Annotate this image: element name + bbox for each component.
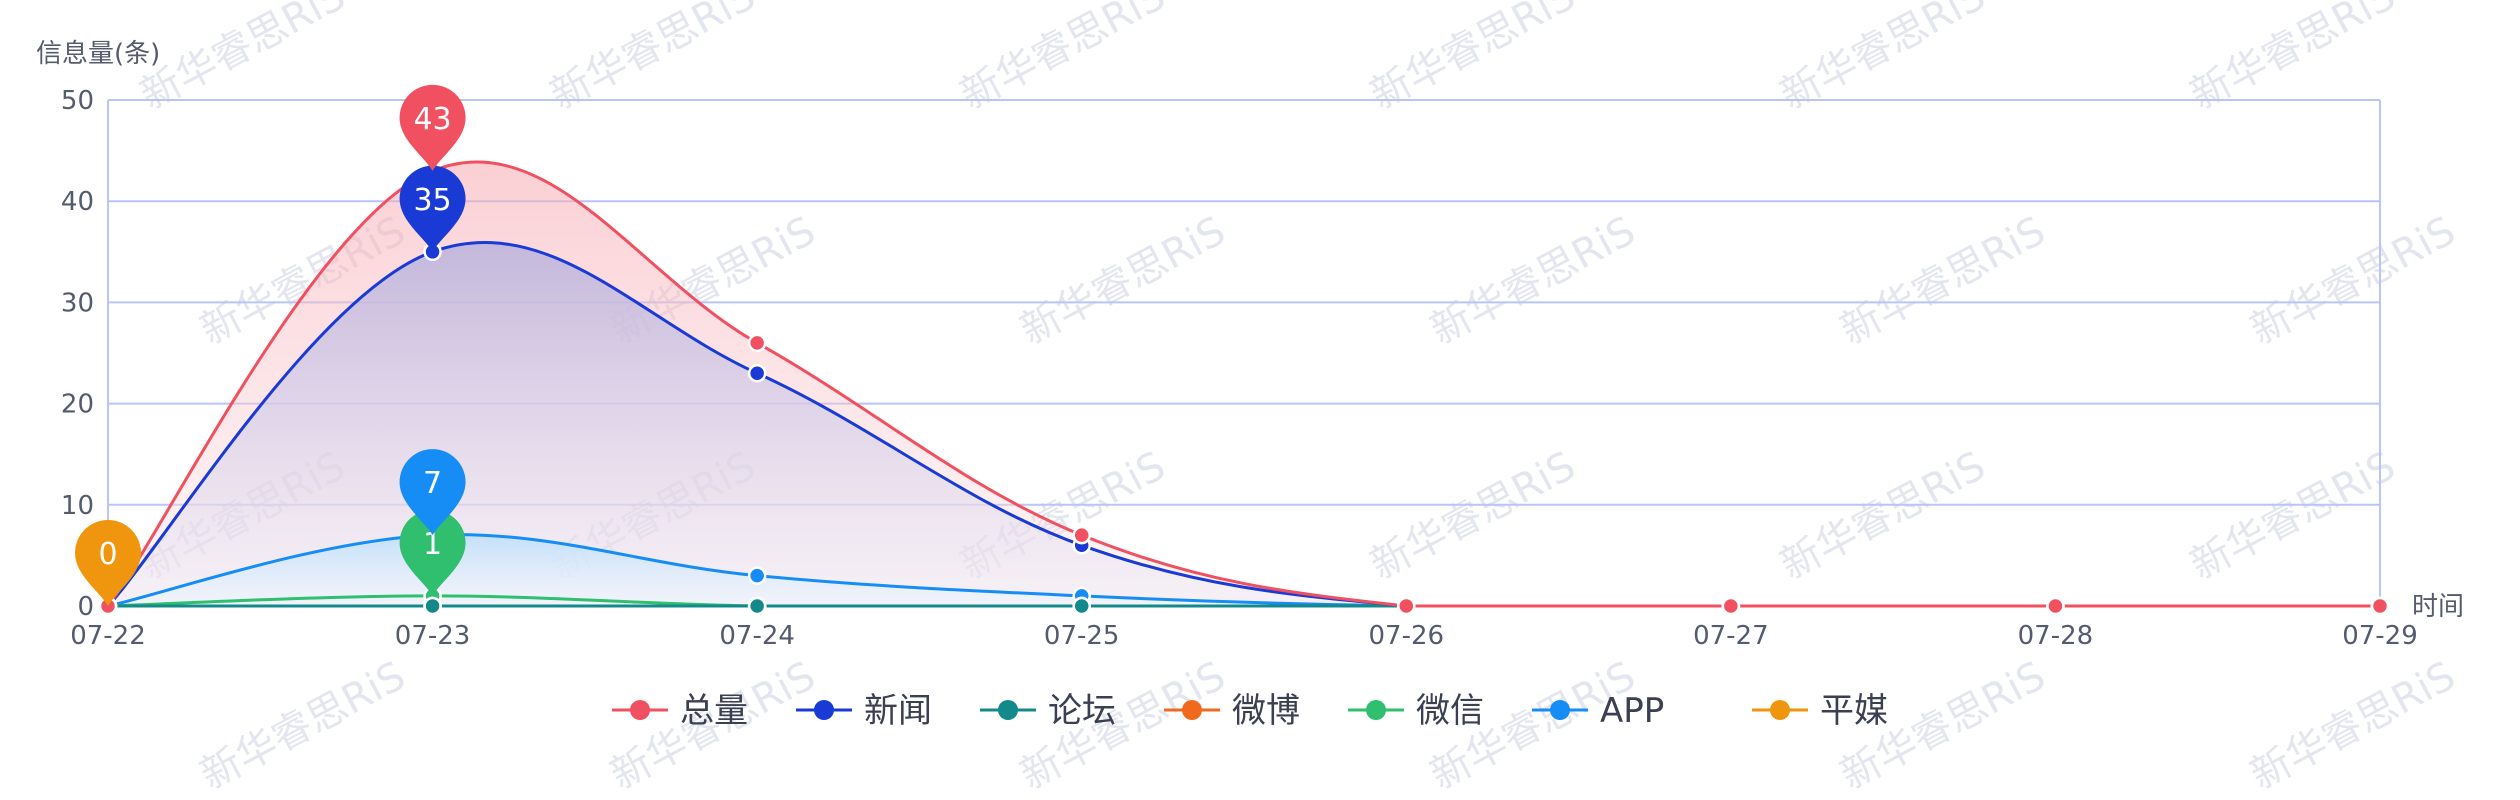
watermark-text: 新华睿思RiS xyxy=(1423,208,1643,354)
series-point[interactable] xyxy=(747,596,767,616)
series-point[interactable] xyxy=(747,363,767,383)
y-tick-label: 10 xyxy=(61,491,94,521)
legend-item[interactable]: 微博 xyxy=(1164,691,1300,731)
series-point[interactable] xyxy=(747,566,767,585)
watermark-text: 新华睿思RiS xyxy=(1013,208,1233,354)
marker-pin xyxy=(399,84,466,171)
series-point[interactable] xyxy=(1397,596,1416,616)
max-marker: 35 xyxy=(399,165,466,252)
x-tick-label: 07-24 xyxy=(719,621,795,651)
series-point[interactable] xyxy=(1721,596,1741,616)
series-area xyxy=(108,242,2380,606)
max-marker: 1 xyxy=(399,509,466,596)
watermark-text: 新华睿思RiS xyxy=(1773,0,1993,119)
legend-item[interactable]: 平媒 xyxy=(1752,691,1888,731)
legend-item[interactable]: 微信 xyxy=(1348,691,1484,731)
series-area xyxy=(108,534,2380,606)
y-tick-label: 20 xyxy=(61,390,94,420)
watermark-text: 新华睿思RiS xyxy=(2183,0,2403,119)
legend-label: 新闻 xyxy=(864,691,932,731)
legend-marker xyxy=(1366,700,1386,720)
area-layer xyxy=(108,161,2380,607)
y-tick-label: 30 xyxy=(61,288,94,318)
legend-item[interactable]: APP xyxy=(1532,691,1664,731)
y-tick-label: 0 xyxy=(77,592,94,622)
y-axis-title: 信息量(条) xyxy=(36,39,160,69)
legend[interactable]: 总量 新闻 论坛 微博 微信 APP 平媒 xyxy=(612,691,1888,731)
x-tick-label: 07-25 xyxy=(1044,621,1120,651)
watermark-text: 新华睿思RiS xyxy=(1013,653,1233,799)
y-tick-label: 50 xyxy=(61,86,94,116)
point-layer xyxy=(98,161,2390,616)
watermark-text: 新华睿思RiS xyxy=(193,653,413,799)
legend-item[interactable]: 总量 xyxy=(612,691,748,731)
watermark-text: 新华睿思RiS xyxy=(1363,0,1583,119)
max-marker: 7 xyxy=(399,449,466,536)
x-tick-label: 07-27 xyxy=(1693,621,1769,651)
legend-item[interactable]: 论坛 xyxy=(980,691,1116,731)
x-tick-label: 07-23 xyxy=(395,621,471,651)
legend-marker xyxy=(630,700,650,720)
legend-item[interactable]: 新闻 xyxy=(796,691,932,731)
marker-value-label: 0 xyxy=(98,537,117,572)
legend-marker xyxy=(1770,700,1790,720)
watermark-text: 新华睿思RiS xyxy=(2243,653,2463,799)
marker-value-label: 1 xyxy=(423,527,442,562)
legend-label: 微博 xyxy=(1232,691,1300,731)
x-tick-label: 07-26 xyxy=(1369,621,1445,651)
legend-label: APP xyxy=(1600,691,1664,731)
max-marker-layer: 1 0 7 35 43 xyxy=(75,84,466,606)
series-point[interactable] xyxy=(1072,525,1091,545)
watermark-text: 新华睿思RiS xyxy=(1363,443,1583,589)
marker-value-label: 35 xyxy=(413,183,451,218)
legend-label: 平媒 xyxy=(1820,691,1888,731)
x-tick-label: 07-22 xyxy=(70,621,146,651)
y-tick-label: 40 xyxy=(61,187,94,217)
legend-label: 微信 xyxy=(1416,691,1484,731)
watermark-text: 新华睿思RiS xyxy=(133,0,353,119)
watermark-text: 新华睿思RiS xyxy=(2243,208,2463,354)
marker-pin xyxy=(399,449,466,536)
series-point[interactable] xyxy=(2370,596,2390,616)
watermark-text: 新华睿思RiS xyxy=(1773,443,1993,589)
x-axis-title: 时间 xyxy=(2412,592,2464,622)
max-marker: 0 xyxy=(75,520,141,606)
watermark-text: 新华睿思RiS xyxy=(1833,208,2053,354)
x-tick-label: 07-28 xyxy=(2018,621,2094,651)
legend-marker xyxy=(814,700,834,720)
legend-marker xyxy=(1182,700,1202,720)
series-point[interactable] xyxy=(423,596,442,616)
series-point[interactable] xyxy=(2046,596,2065,616)
marker-value-label: 43 xyxy=(413,102,451,137)
legend-marker xyxy=(1550,700,1570,720)
legend-label: 论坛 xyxy=(1048,691,1116,731)
marker-value-label: 7 xyxy=(423,466,442,501)
legend-label: 总量 xyxy=(680,691,748,731)
series-point[interactable] xyxy=(747,333,767,353)
max-marker: 43 xyxy=(399,84,466,171)
watermark-text: 新华睿思RiS xyxy=(953,0,1173,119)
marker-pin xyxy=(399,165,466,252)
watermark-text: 新华睿思RiS xyxy=(2183,443,2403,589)
series-point[interactable] xyxy=(1072,596,1091,616)
marker-pin xyxy=(75,520,141,606)
legend-marker xyxy=(998,700,1018,720)
x-tick-label: 07-29 xyxy=(2342,621,2418,651)
watermark-text: 新华睿思RiS xyxy=(543,0,763,119)
marker-pin xyxy=(399,509,466,596)
